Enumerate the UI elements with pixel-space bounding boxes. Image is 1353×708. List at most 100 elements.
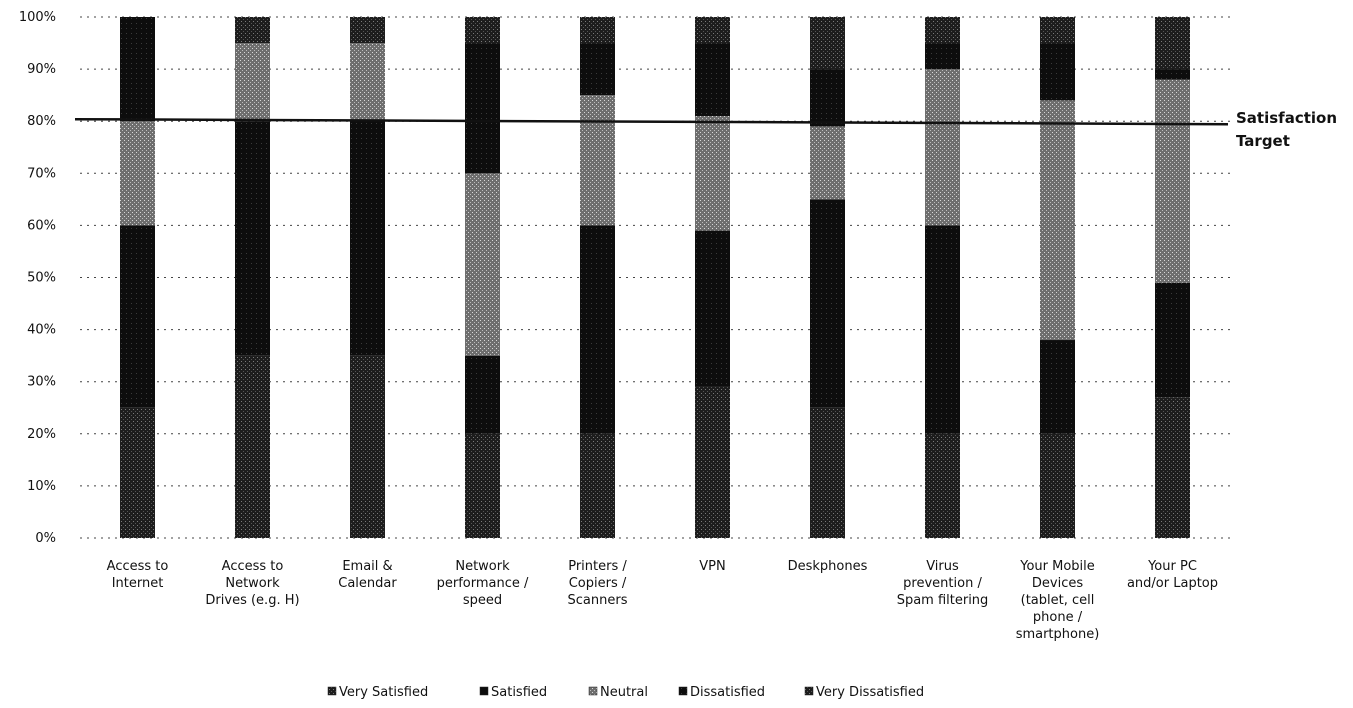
bar-segment	[580, 17, 615, 44]
legend-swatch	[804, 686, 814, 696]
bar-segment	[120, 17, 155, 122]
x-category-label: Virus	[926, 559, 959, 574]
legend-label: Very Dissatisfied	[816, 685, 924, 700]
bar-segment	[580, 43, 615, 96]
bar-segment	[580, 225, 615, 434]
bar-segment	[1040, 340, 1075, 434]
legend-label: Very Satisfied	[339, 685, 428, 700]
y-tick-label: 70%	[27, 166, 56, 181]
bar-segment	[810, 407, 845, 538]
bar-segment	[465, 355, 500, 434]
legend-swatch	[479, 686, 489, 696]
x-category-label: speed	[463, 593, 502, 608]
y-tick-label: 100%	[19, 10, 56, 25]
bar-segment	[695, 115, 730, 231]
bar-segment	[1155, 79, 1190, 283]
bar-segment	[1040, 43, 1075, 101]
x-category-label: performance /	[437, 576, 529, 591]
bar-segment	[925, 225, 960, 434]
x-category-label: Printers /	[568, 559, 627, 574]
x-category-label: smartphone)	[1016, 627, 1100, 642]
y-axis: 0% 10% 20% 30% 40% 50% 60% 70% 80% 90% 100%	[19, 10, 56, 546]
y-tick-label: 50%	[27, 271, 56, 286]
bar-segment	[925, 433, 960, 538]
legend: Very Satisfied Satisfied Neutral Dissatisfi…	[327, 685, 924, 700]
bar-segment	[1155, 397, 1190, 538]
bar-segment	[695, 230, 730, 387]
bar-segment	[235, 355, 270, 538]
y-tick-label: 0%	[35, 531, 56, 546]
bar-segment	[810, 69, 845, 127]
bar-segment	[235, 43, 270, 122]
x-category-label: Internet	[112, 576, 164, 591]
x-category-label: Devices	[1032, 576, 1083, 591]
bar-segment	[465, 433, 500, 538]
bar-segment	[350, 121, 385, 356]
bar-segment	[235, 121, 270, 356]
x-category-label: (tablet, cell	[1021, 593, 1095, 608]
y-tick-label: 60%	[27, 218, 56, 233]
bar-segment	[925, 43, 960, 70]
satisfaction-target: Satisfaction Target	[74, 109, 1337, 150]
bar-segment	[120, 121, 155, 226]
bars	[120, 17, 1190, 538]
x-category-label: Network	[455, 559, 510, 574]
bar-segment	[925, 17, 960, 44]
bar-segment	[695, 386, 730, 538]
y-tick-label: 30%	[27, 375, 56, 390]
legend-label: Neutral	[600, 685, 648, 700]
bar-segment	[580, 433, 615, 538]
x-category-label: Access to	[222, 559, 284, 574]
bar-segment	[580, 95, 615, 226]
bar-segment	[465, 43, 500, 174]
x-category-label: Drives (e.g. H)	[205, 593, 299, 608]
bar-segment	[1040, 100, 1075, 341]
bar-segment	[1155, 69, 1190, 80]
legend-label: Dissatisfied	[690, 685, 765, 700]
gridlines	[80, 16, 1230, 539]
y-tick-label: 90%	[27, 62, 56, 77]
target-label: Target	[1236, 132, 1290, 150]
bar-segment	[1040, 433, 1075, 538]
x-category-label: Deskphones	[788, 559, 868, 574]
x-category-label: VPN	[699, 559, 725, 574]
bar-segment	[810, 199, 845, 408]
bar-segment	[810, 126, 845, 200]
bar-segment	[465, 17, 500, 44]
x-category-label: phone /	[1033, 610, 1083, 625]
x-category-label: Access to	[107, 559, 169, 574]
y-tick-label: 80%	[27, 114, 56, 129]
bar-segment	[350, 17, 385, 44]
legend-swatch	[678, 686, 688, 696]
x-category-label: prevention /	[903, 576, 982, 591]
x-category-label: Network	[225, 576, 280, 591]
x-category-label: Email &	[342, 559, 392, 574]
legend-label: Satisfied	[491, 685, 547, 700]
bar-segment	[1155, 282, 1190, 398]
x-category-label: Copiers /	[569, 576, 627, 591]
x-category-label: Your PC	[1147, 559, 1197, 574]
bar-segment	[350, 355, 385, 538]
legend-swatch	[588, 686, 598, 696]
x-category-label: Spam filtering	[897, 593, 989, 608]
y-tick-label: 20%	[27, 427, 56, 442]
bar-segment	[925, 69, 960, 226]
y-tick-label: 40%	[27, 323, 56, 338]
bar-segment	[120, 225, 155, 408]
bar-segment	[1155, 17, 1190, 70]
x-category-label: Your Mobile	[1019, 559, 1095, 574]
target-label: Satisfaction	[1236, 109, 1337, 127]
target-line	[74, 117, 1229, 126]
x-category-label: Scanners	[568, 593, 628, 608]
bar-segment	[235, 17, 270, 44]
bar-segment	[1040, 17, 1075, 44]
x-axis: Access to Internet Access to Network Drives …	[107, 559, 1218, 642]
x-category-label: Calendar	[338, 576, 397, 591]
bar-segment	[810, 17, 845, 70]
bar-segment	[695, 43, 730, 116]
bar-segment	[465, 173, 500, 356]
y-tick-label: 10%	[27, 479, 56, 494]
bar-segment	[120, 407, 155, 538]
legend-swatch	[327, 686, 337, 696]
